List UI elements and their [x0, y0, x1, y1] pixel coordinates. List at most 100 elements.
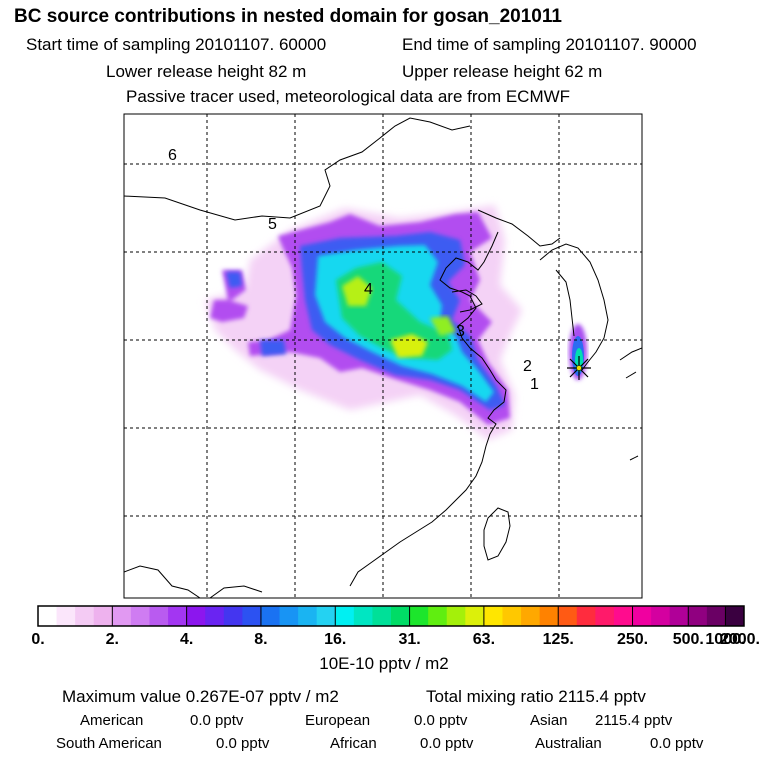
colorbar-swatch — [539, 606, 559, 626]
korea-coast — [539, 243, 609, 371]
sampling-start: Start time of sampling 20101107. 60000 — [26, 35, 327, 54]
colorbar-swatch — [725, 606, 745, 626]
colorbar-swatch — [168, 606, 188, 626]
colorbar-ticks: 0. 2. 4. 8. 16. 31. 63. 125. 250. 500. 1000.2000. — [31, 631, 760, 648]
colorbar-swatch — [335, 606, 355, 626]
colorbar-tick-label: 250. — [617, 631, 648, 648]
mongolia-border — [124, 117, 471, 221]
upper-release-height: Upper release height 62 m — [402, 62, 603, 81]
colorbar-tick-label: 1000. — [705, 631, 745, 648]
china-coastline — [349, 231, 507, 587]
colorbar-tick-label: 125. — [543, 631, 574, 648]
region-label-5: 5 — [268, 216, 277, 233]
colorbar — [37, 605, 745, 627]
region-label-2: 2 — [523, 358, 532, 375]
concentration-plume — [205, 205, 587, 440]
plume-core-east — [430, 316, 456, 336]
coastlines — [124, 117, 642, 598]
colorbar-swatch — [632, 606, 652, 626]
colorbar-swatch — [651, 606, 671, 626]
colorbar-swatch — [279, 606, 299, 626]
colorbar-tick-label: 0. — [31, 631, 44, 648]
max-value: Maximum value 0.267E-07 pptv / m2 — [62, 687, 339, 706]
colorbar-swatch — [483, 606, 503, 626]
colorbar-swatch — [465, 606, 485, 626]
colorbar-swatch — [372, 606, 392, 626]
colorbar-tick-label: 16. — [324, 631, 346, 648]
colorbar-swatch — [316, 606, 336, 626]
colorbar-swatch — [688, 606, 708, 626]
european-label: European — [305, 712, 371, 729]
colorbar-tick-label: 2. — [106, 631, 119, 648]
region-label-6: 6 — [168, 147, 177, 164]
south-american-value: 0.0 pptv — [216, 735, 270, 752]
colorbar-swatch — [502, 606, 522, 626]
china-northeast-border — [477, 209, 561, 247]
colorbar-unit: 10E-10 pptv / m2 — [319, 654, 449, 673]
australian-value: 0.0 pptv — [650, 735, 704, 752]
plot-title: BC source contributions in nested domain… — [14, 6, 562, 27]
colorbar-swatch — [223, 606, 243, 626]
colorbar-swatch — [595, 606, 615, 626]
colorbar-tick-label: 63. — [473, 631, 495, 648]
colorbar-swatch — [613, 606, 634, 626]
colorbar-swatch — [576, 606, 596, 626]
colorbar-tick-label: 500. — [673, 631, 704, 648]
gosan-receptor-dot — [576, 365, 582, 371]
colorbar-swatch — [391, 606, 411, 626]
colorbar-swatch — [558, 606, 578, 626]
south-american-label: South American — [56, 735, 162, 752]
colorbar-swatch — [242, 606, 262, 626]
colorbar-swatch — [130, 606, 150, 626]
shandong-peninsula — [451, 289, 483, 313]
colorbar-swatch — [353, 606, 373, 626]
colorbar-swatch — [93, 606, 113, 626]
colorbar-swatch — [205, 606, 225, 626]
colorbar-swatch — [428, 606, 448, 626]
plume-blue-west — [226, 272, 286, 356]
colorbar-swatch — [260, 606, 281, 626]
african-label: African — [330, 735, 377, 752]
plume-core-north — [342, 276, 372, 306]
colorbar-swatch — [75, 606, 95, 626]
total-mixing-ratio: Total mixing ratio 2115.4 pptv — [426, 687, 646, 706]
colorbar-swatch — [186, 606, 206, 626]
korea-west-coast — [555, 269, 575, 337]
colorbar-swatch — [298, 606, 318, 626]
australian-label: Australian — [535, 735, 602, 752]
map-area: 1 2 3 4 5 6 — [124, 114, 642, 598]
colorbar-swatch — [112, 606, 132, 626]
map-frame — [123, 113, 643, 599]
tracer-info: Passive tracer used, meteorological data… — [126, 87, 571, 106]
region-labels: 1 2 3 4 5 6 — [168, 147, 539, 393]
lower-release-height: Lower release height 82 m — [106, 62, 307, 81]
region-label-4: 4 — [364, 281, 373, 298]
colorbar-swatch — [409, 606, 429, 626]
lat-lon-grid — [124, 114, 642, 598]
sampling-end: End time of sampling 20101107. 90000 — [402, 35, 697, 54]
yunnan-border — [124, 565, 201, 598]
american-label: American — [80, 712, 144, 729]
colorbar-tick-label: 31. — [398, 631, 420, 648]
colorbar-tick-label: 4. — [180, 631, 193, 648]
colorbar-swatch — [706, 606, 726, 626]
colorbar-swatch — [521, 606, 541, 626]
colorbar-swatch — [149, 606, 169, 626]
colorbar-swatch — [669, 606, 689, 626]
region-label-3: 3 — [456, 323, 465, 340]
african-value: 0.0 pptv — [420, 735, 474, 752]
asian-label: Asian — [530, 712, 568, 729]
colorbar-swatch — [56, 606, 76, 626]
colorbar-tick-label: 2000. — [720, 631, 760, 648]
asian-value: 2115.4 pptv — [595, 712, 673, 729]
colorbar-tick-label: 8. — [254, 631, 267, 648]
colorbar-swatch — [446, 606, 466, 626]
southwest-border — [209, 585, 263, 598]
colorbar-swatch — [38, 606, 58, 626]
european-value: 0.0 pptv — [414, 712, 468, 729]
american-value: 0.0 pptv — [190, 712, 244, 729]
region-label-1: 1 — [530, 376, 539, 393]
kyushu-coast — [619, 347, 642, 461]
taiwan-coast — [483, 507, 511, 561]
